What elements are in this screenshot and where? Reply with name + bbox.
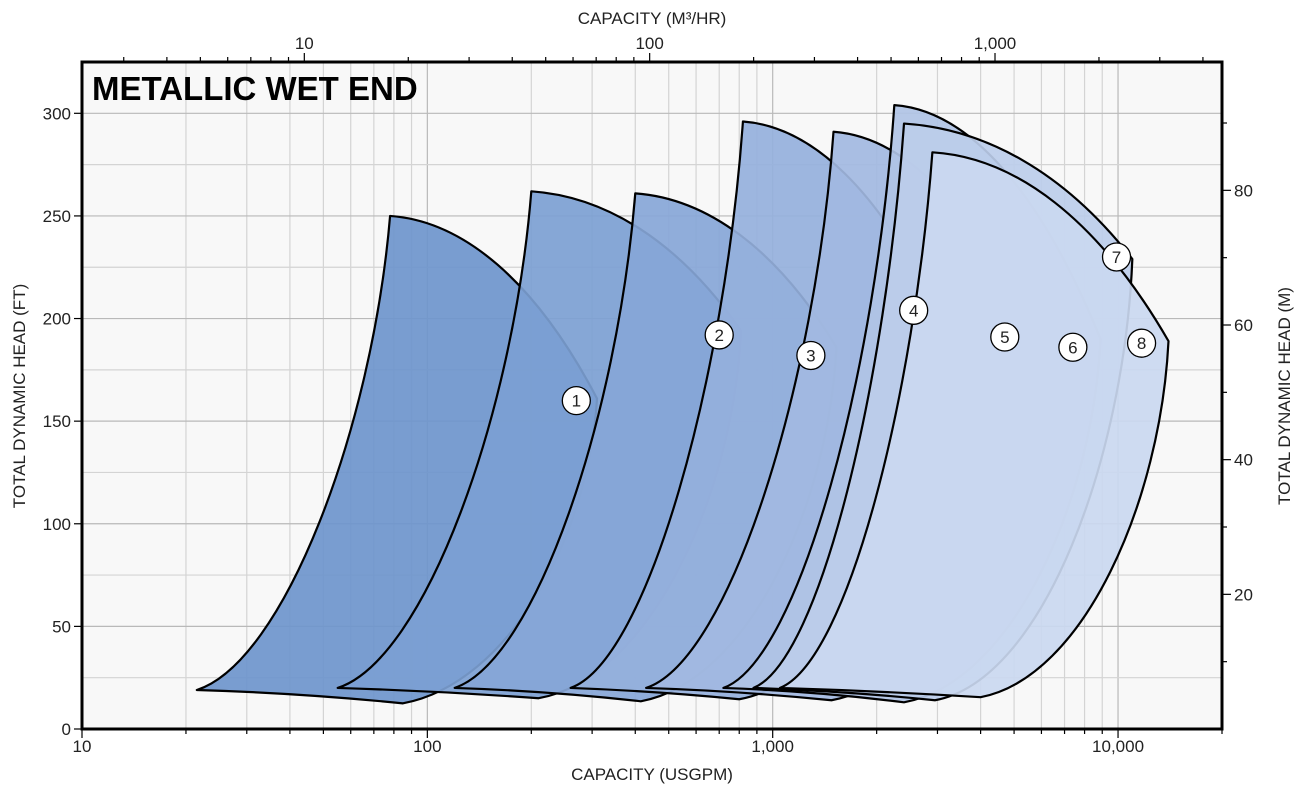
series-label-6: 6 <box>1068 338 1077 357</box>
x-tick-label: 10 <box>73 737 92 756</box>
series-marker-1 <box>561 385 591 416</box>
x2-axis-title: CAPACITY (M³/HR) <box>578 9 727 28</box>
y-tick-label: 200 <box>43 310 71 329</box>
series-label-2: 2 <box>714 326 723 345</box>
series-labels: 1 2 3 4 5 6 7 8 <box>561 242 1157 416</box>
series-marker-8 <box>1126 328 1157 358</box>
x-tick-label: 10,000 <box>1092 737 1144 756</box>
series-label-1: 1 <box>572 392 581 411</box>
series-label-8: 8 <box>1137 334 1146 353</box>
series-marker-7 <box>1101 242 1132 272</box>
y-tick-label: 150 <box>43 412 71 431</box>
x2-tick-label: 10 <box>295 34 314 53</box>
plot-frame <box>80 60 1224 731</box>
series-label-3: 3 <box>806 346 815 365</box>
x-axis-title: CAPACITY (USGPM) <box>571 765 733 784</box>
y2-axis-title: TOTAL DYNAMIC HEAD (M) <box>1275 287 1294 505</box>
x-tick-label: 100 <box>413 737 441 756</box>
series-marker-2 <box>704 320 734 350</box>
series-regions <box>195 103 1170 705</box>
y-tick-label: 300 <box>43 104 71 123</box>
y2-tick-label: 40 <box>1234 451 1253 470</box>
series-marker-3 <box>796 340 826 371</box>
y-tick-label: 250 <box>43 207 71 226</box>
y2-tick-label: 80 <box>1234 181 1253 200</box>
y-tick-label: 0 <box>62 720 71 739</box>
y2-tick-label: 20 <box>1234 585 1253 604</box>
series-label-7: 7 <box>1112 248 1121 267</box>
series-label-4: 4 <box>909 301 918 320</box>
series-marker-4 <box>899 295 929 325</box>
series-region-8 <box>778 151 1170 699</box>
x-tick-label: 1,000 <box>751 737 794 756</box>
y-tick-label: 100 <box>43 515 71 534</box>
series-label-5: 5 <box>1000 328 1009 347</box>
x2-tick-label: 1,000 <box>974 34 1017 53</box>
y-axis-title: TOTAL DYNAMIC HEAD (FT) <box>10 284 29 508</box>
y-tick-label: 50 <box>52 617 71 636</box>
y2-tick-label: 60 <box>1234 316 1253 335</box>
series-marker-5 <box>990 322 1020 352</box>
chart-title: METALLIC WET END <box>92 70 418 107</box>
series-marker-6 <box>1058 332 1088 362</box>
x2-tick-label: 100 <box>635 34 663 53</box>
